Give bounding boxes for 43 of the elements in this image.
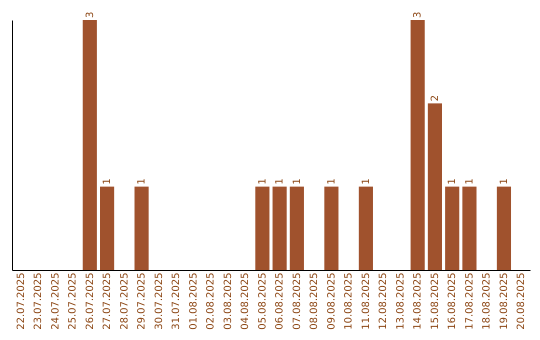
data-label: 2	[430, 94, 441, 102]
x-tick-label: 17.08.2025	[464, 272, 476, 330]
data-label: 3	[412, 12, 424, 18]
x-tick-label: 06.08.2025	[274, 272, 286, 330]
x-tick-label: 29.07.2025	[136, 272, 148, 330]
x-tick-label: 12.08.2025	[378, 272, 390, 330]
x-tick-label: 08.08.2025	[309, 272, 320, 330]
x-tick-label: 10.08.2025	[344, 272, 355, 330]
data-label: 1	[136, 178, 148, 185]
data-label: 1	[498, 178, 510, 185]
data-label: 1	[274, 178, 286, 185]
data-label: 1	[326, 178, 338, 185]
data-label: 1	[257, 178, 268, 185]
x-tick-label: 16.08.2025	[447, 272, 458, 330]
data-label: 1	[447, 178, 458, 185]
x-tick-label: 15.08.2025	[430, 272, 441, 330]
x-tick-label: 22.07.2025	[16, 272, 27, 330]
x-tick-label: 13.08.2025	[395, 272, 406, 330]
x-tick-label: 11.08.2025	[360, 272, 372, 330]
x-tick-label: 07.08.2025	[292, 272, 303, 330]
x-tick-label: 24.07.2025	[50, 272, 62, 330]
x-tick-label: 04.08.2025	[240, 272, 252, 330]
x-tick-label: 09.08.2025	[326, 272, 338, 330]
data-label: 3	[84, 12, 96, 18]
x-tick-label: 26.07.2025	[84, 272, 96, 330]
data-label: 1	[464, 178, 476, 185]
data-label: 1	[360, 178, 372, 185]
x-tick-label: 05.08.2025	[257, 272, 268, 330]
data-label: 1	[292, 178, 303, 185]
x-tick-label: 19.08.2025	[498, 272, 510, 330]
x-tick-label: 18.08.2025	[482, 272, 493, 330]
x-tick-label: 20.08.2025	[516, 272, 528, 330]
x-tick-label: 30.07.2025	[154, 272, 165, 330]
x-tick-label: 14.08.2025	[412, 272, 424, 330]
x-tick-label: 31.07.2025	[171, 272, 182, 330]
data-label: 1	[102, 178, 114, 185]
x-tick-label: 01.08.2025	[188, 272, 200, 330]
x-tick-label: 27.07.2025	[102, 272, 114, 330]
x-tick-label: 02.08.2025	[206, 272, 217, 330]
x-tick-label: 25.07.2025	[68, 272, 79, 330]
x-tick-label: 03.08.2025	[222, 272, 234, 330]
x-tick-label: 23.07.2025	[33, 272, 44, 330]
x-tick-label: 28.07.2025	[119, 272, 130, 330]
